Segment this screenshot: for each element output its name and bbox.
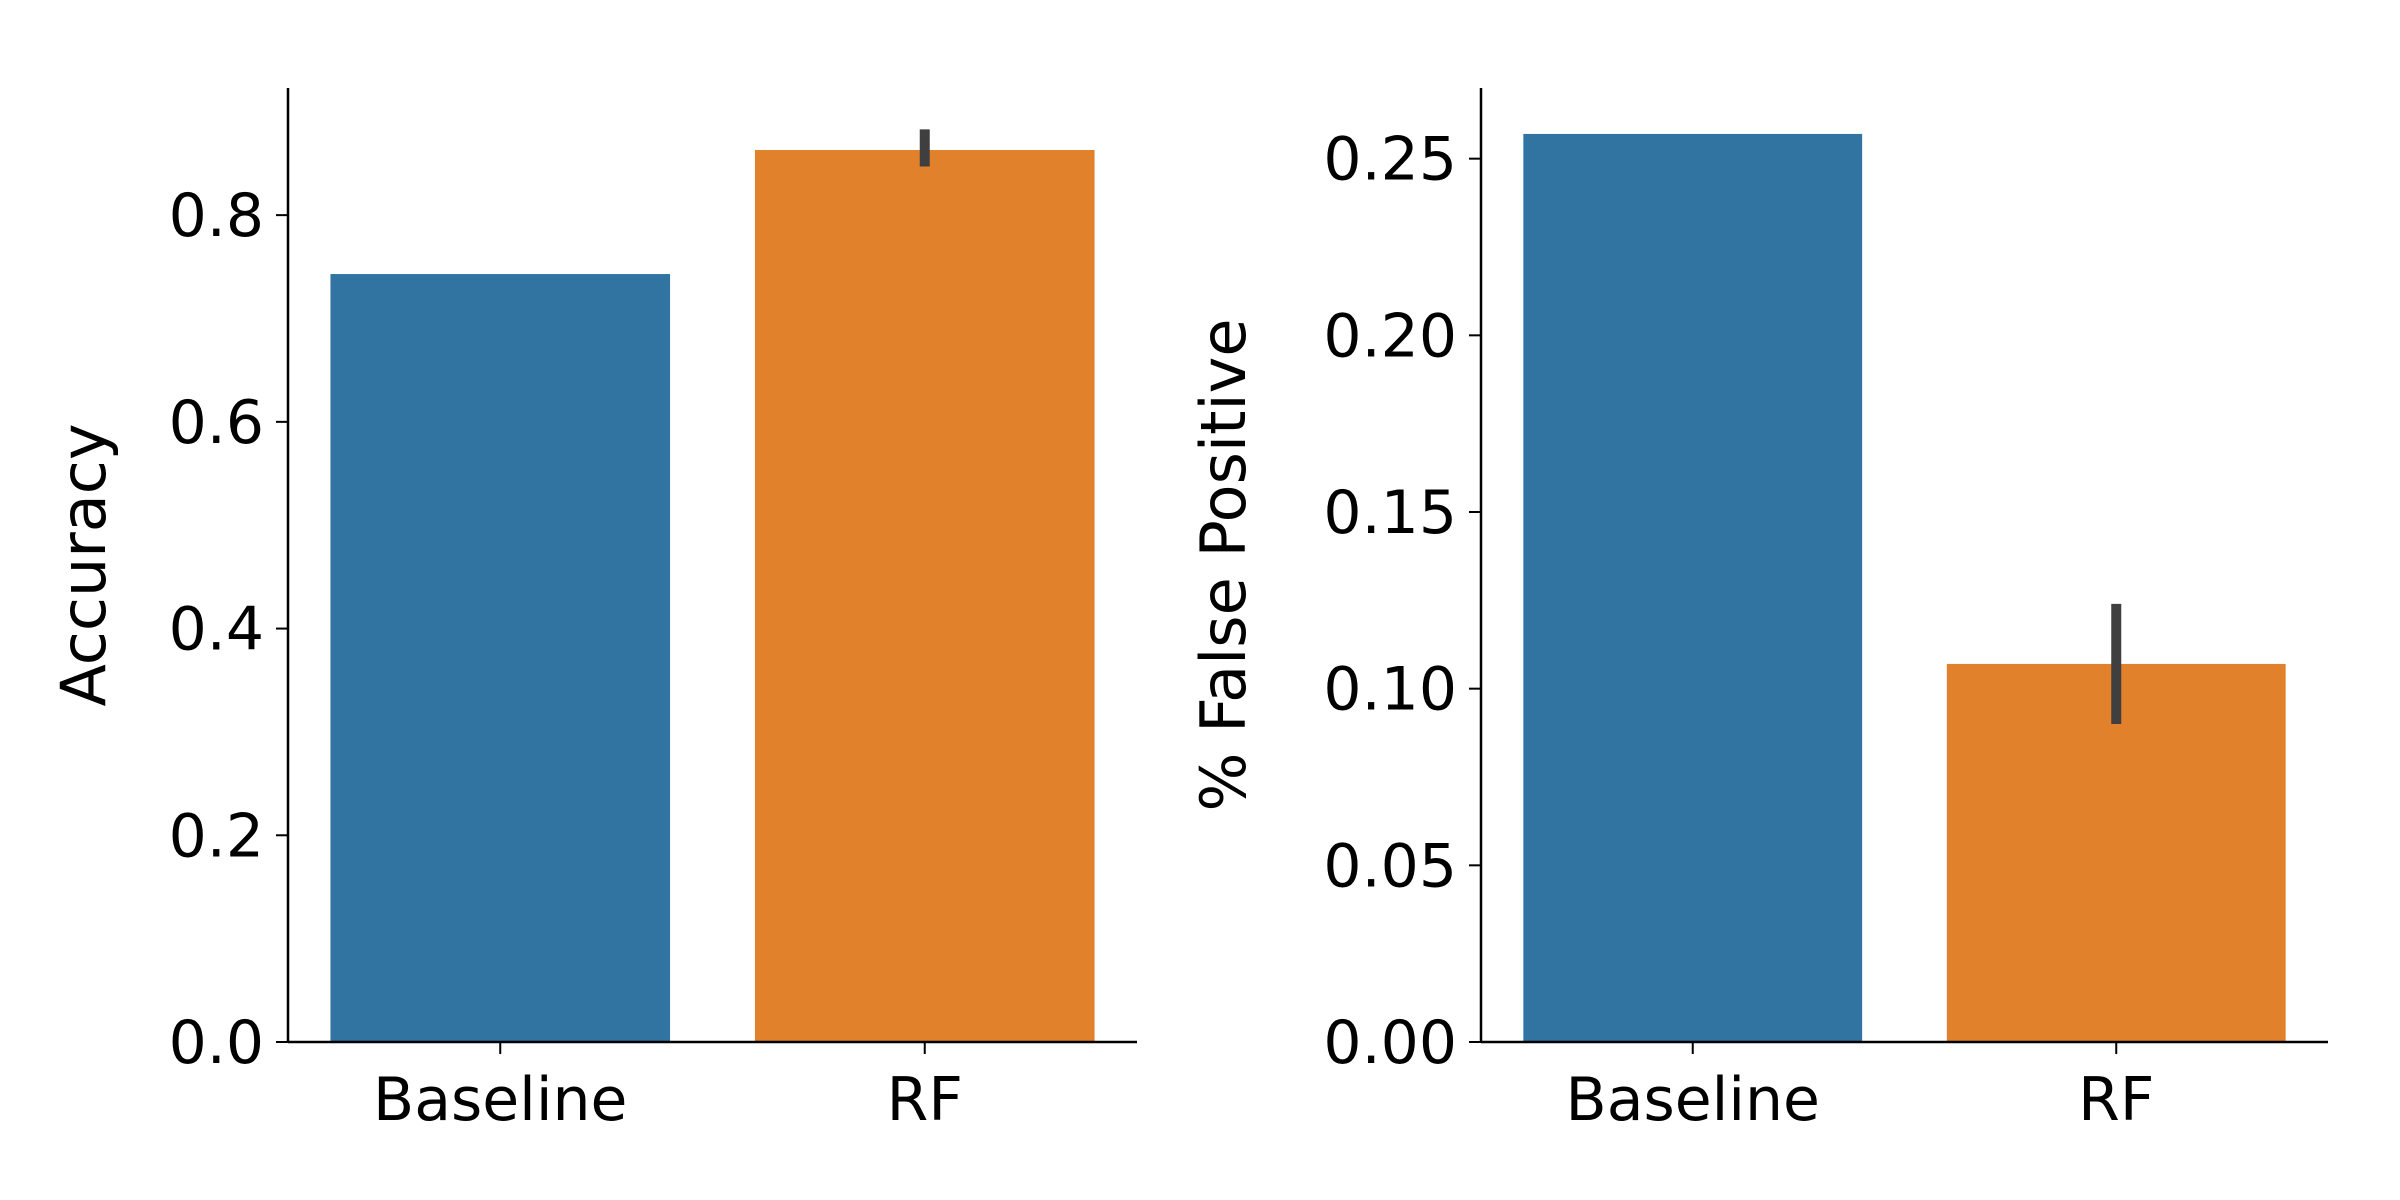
y-tick-label: 0.0 bbox=[169, 1008, 264, 1078]
x-tick-label: RF bbox=[2078, 1065, 2154, 1135]
x-tick-label: Baseline bbox=[1566, 1065, 1820, 1135]
x-tick-label: Baseline bbox=[373, 1065, 627, 1135]
x-tick-label: RF bbox=[887, 1065, 963, 1135]
y-tick-label: 0.25 bbox=[1323, 125, 1457, 195]
bar-baseline bbox=[330, 274, 671, 1042]
y-tick-label: 0.00 bbox=[1323, 1008, 1457, 1078]
false-positive-chart: % False Positive Baseline RF 0.00 0.05 0.10 0… bbox=[1187, 88, 2328, 1135]
y-axis-title: Accuracy bbox=[47, 423, 120, 706]
y-tick-label: 0.05 bbox=[1323, 831, 1457, 901]
accuracy-chart: Accuracy Baseline RF 0.0 0.2 0.4 0.6 0.8 bbox=[47, 88, 1137, 1135]
y-tick-label: 0.4 bbox=[169, 595, 264, 665]
y-axis-title: % False Positive bbox=[1187, 319, 1260, 812]
y-tick-label: 0.15 bbox=[1323, 478, 1457, 548]
y-tick-label: 0.6 bbox=[169, 388, 264, 458]
y-tick-label: 0.8 bbox=[169, 181, 264, 251]
bar-baseline bbox=[1523, 133, 1863, 1042]
bar-rf bbox=[754, 150, 1095, 1043]
bar-rf bbox=[1946, 663, 2286, 1042]
y-tick-label: 0.10 bbox=[1323, 655, 1457, 725]
y-tick-label: 0.20 bbox=[1323, 301, 1457, 371]
y-tick-label: 0.2 bbox=[169, 801, 264, 871]
